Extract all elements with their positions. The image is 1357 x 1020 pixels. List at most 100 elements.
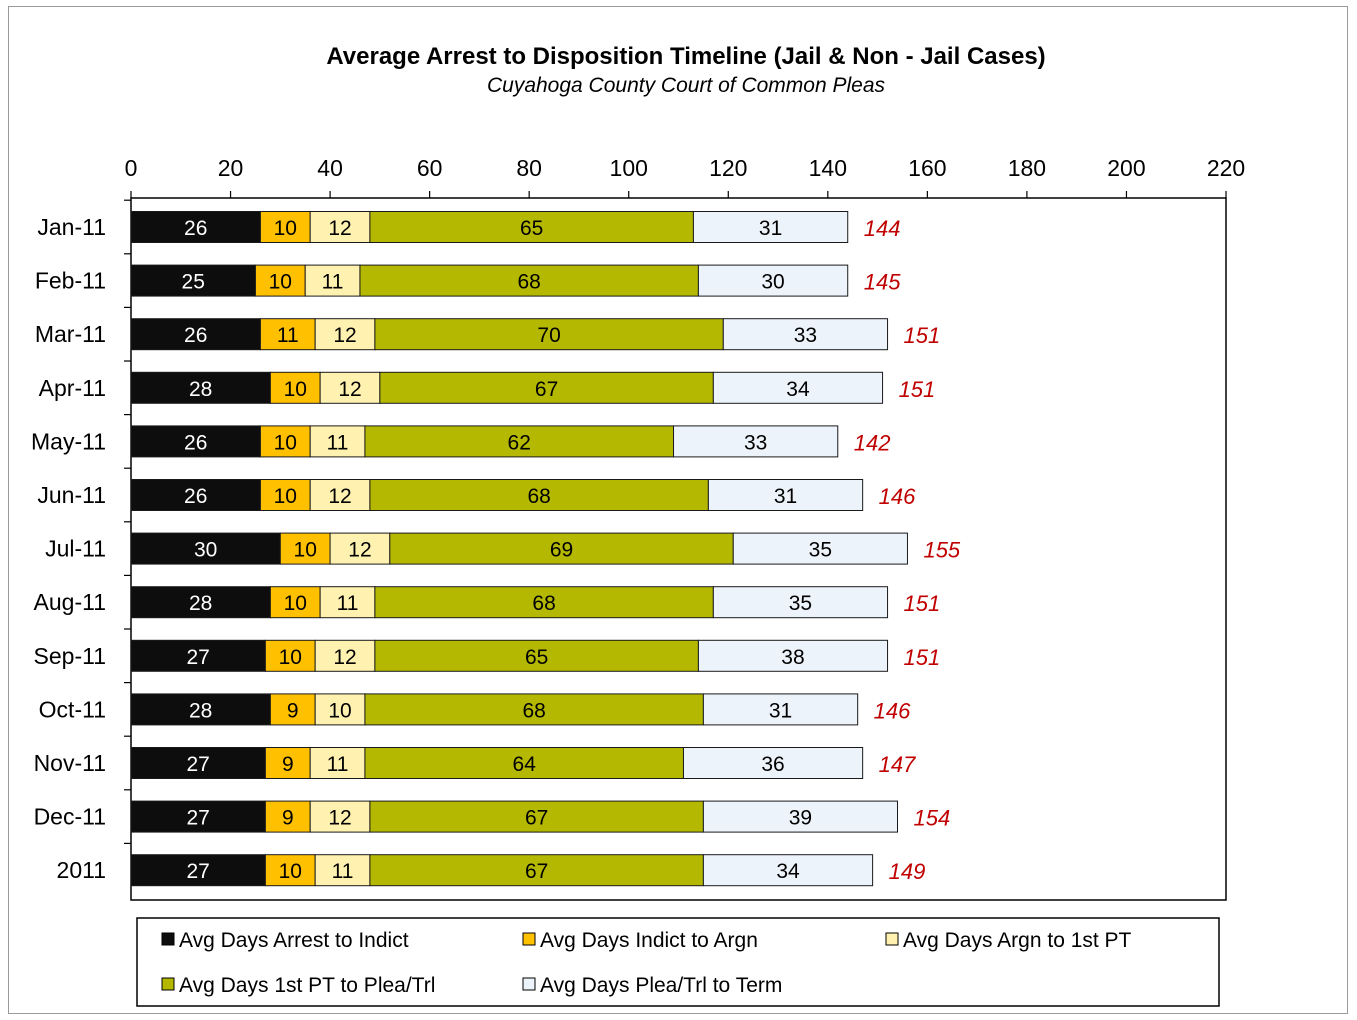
category-label: Jan-11: [37, 214, 106, 240]
bar-segment-label: 10: [328, 699, 351, 722]
bar-segment-label: 34: [776, 860, 800, 883]
bar-segment-label: 35: [809, 539, 832, 562]
category-label: Mar-11: [35, 321, 106, 347]
bar-total-label: 149: [889, 859, 926, 884]
bar-segment: [697, 639, 889, 672]
bar-total-label: 154: [914, 806, 951, 831]
bar-segment: [130, 479, 261, 511]
bar-segment: [374, 318, 724, 351]
x-tick-label: 40: [317, 155, 343, 181]
bar-total-label: 151: [904, 591, 941, 616]
bar-segment: [314, 639, 376, 672]
category-label: May-11: [31, 428, 106, 454]
chart-title: Average Arrest to Disposition Timeline (…: [326, 43, 1045, 70]
bar-segment-label: 12: [328, 485, 351, 508]
category-label: Dec-11: [34, 804, 106, 830]
legend-label: Avg Days Arrest to Indict: [179, 929, 409, 952]
x-tick-label: 220: [1207, 155, 1245, 181]
bar-segment-label: 67: [525, 860, 548, 883]
bar-segment: [374, 586, 714, 619]
legend-swatch: [885, 932, 899, 946]
bar-segment: [130, 264, 256, 297]
bar-total-label: 155: [923, 538, 960, 563]
bar-segment: [364, 425, 675, 458]
bar-segment: [309, 747, 366, 779]
bar-segment-label: 39: [789, 807, 812, 830]
bar-total-label: 145: [864, 270, 901, 295]
category-label: 2011: [57, 857, 106, 883]
legend-label: Avg Days Argn to 1st PT: [903, 929, 1132, 952]
legend-swatch: [161, 932, 175, 946]
bar-segment: [673, 425, 839, 458]
x-tick-label: 60: [417, 155, 443, 181]
category-label: Nov-11: [34, 750, 106, 776]
bar-segment-label: 12: [338, 378, 361, 401]
bar-segment-label: 9: [287, 699, 299, 722]
x-tick-label: 140: [809, 155, 847, 181]
category-label: Feb-11: [35, 268, 106, 294]
bar-segment-label: 36: [761, 753, 784, 776]
category-label: Sep-11: [34, 643, 106, 669]
bar-segment: [722, 318, 889, 351]
bar-segment: [309, 479, 371, 511]
legend-items: Avg Days Arrest to Indict Avg Days Indict…: [161, 929, 1132, 997]
bar-total-label: 151: [904, 323, 941, 348]
bar-segment-label: 12: [333, 646, 356, 669]
bar-segment-label: 27: [187, 753, 210, 776]
bar-segment: [682, 747, 864, 779]
bar-segment: [314, 854, 371, 887]
bar-segment: [712, 371, 884, 404]
bars: 26 10 12 65 31 25 10 11 68 30 26 11 12 70 33 28 10 12 67 34…: [130, 211, 908, 887]
bar-segment: [712, 586, 889, 619]
bar-segment: [130, 693, 271, 726]
bar-segment: [319, 371, 381, 404]
bar-segment-label: 27: [187, 646, 210, 669]
x-tick-label: 80: [516, 155, 542, 181]
bar-segment-label: 27: [187, 860, 210, 883]
y-axis: Jan-11 Feb-11 Mar-11 Apr-11 May-11 Jun-11 Jul-…: [31, 199, 131, 883]
category-label: Jul-11: [45, 536, 106, 562]
totals: 144 145 151 151 142 146 155 151 151 146 147 154 149: [854, 216, 961, 884]
bar-segment-label: 68: [522, 699, 545, 722]
legend-swatch: [522, 932, 536, 946]
x-tick-label: 100: [610, 155, 648, 181]
bar-segment: [130, 800, 266, 833]
bar-segment: [130, 586, 271, 619]
category-label: Jun-11: [37, 482, 106, 508]
bar-segment: [364, 693, 704, 726]
bar-segment-label: 34: [786, 378, 810, 401]
bar-segment: [130, 425, 261, 458]
bar-segment-label: 10: [274, 485, 297, 508]
bar-segment-label: 11: [332, 860, 354, 883]
bar-segment-label: 31: [774, 485, 797, 508]
bar-segment-label: 26: [184, 485, 207, 508]
bar-segment-label: 9: [282, 753, 294, 776]
bar-segment-label: 30: [194, 539, 217, 562]
bar-total-label: 146: [874, 698, 911, 723]
bar-segment-label: 65: [520, 217, 543, 240]
x-tick-label: 0: [125, 155, 138, 181]
bar-segment: [314, 318, 376, 351]
bar-segment: [702, 693, 859, 726]
bar-segment-label: 10: [274, 431, 297, 454]
x-axis: 0 20 40 60 80 100 120 140 160 180 200 220: [125, 155, 1245, 198]
chart-subtitle: Cuyahoga County Court of Common Pleas: [487, 74, 886, 97]
bar-segment-label: 64: [513, 753, 537, 776]
bar-segment-label: 12: [328, 217, 351, 240]
bar-segment: [329, 532, 391, 565]
category-label: Apr-11: [39, 375, 106, 401]
bar-segment: [309, 800, 371, 833]
bar-segment: [130, 854, 266, 887]
bar-segment-label: 35: [789, 592, 812, 615]
bar-total-label: 151: [904, 645, 941, 670]
category-label: Aug-11: [34, 589, 106, 615]
bar-segment-label: 10: [294, 539, 317, 562]
bar-segment-label: 9: [282, 807, 294, 830]
bar-segment: [702, 800, 898, 833]
bar-segment-label: 68: [532, 592, 555, 615]
legend-swatch: [161, 977, 175, 991]
bar-segment-label: 28: [189, 378, 212, 401]
legend: [136, 917, 1220, 1007]
bar-segment-label: 69: [550, 539, 573, 562]
bar-segment: [264, 747, 311, 779]
